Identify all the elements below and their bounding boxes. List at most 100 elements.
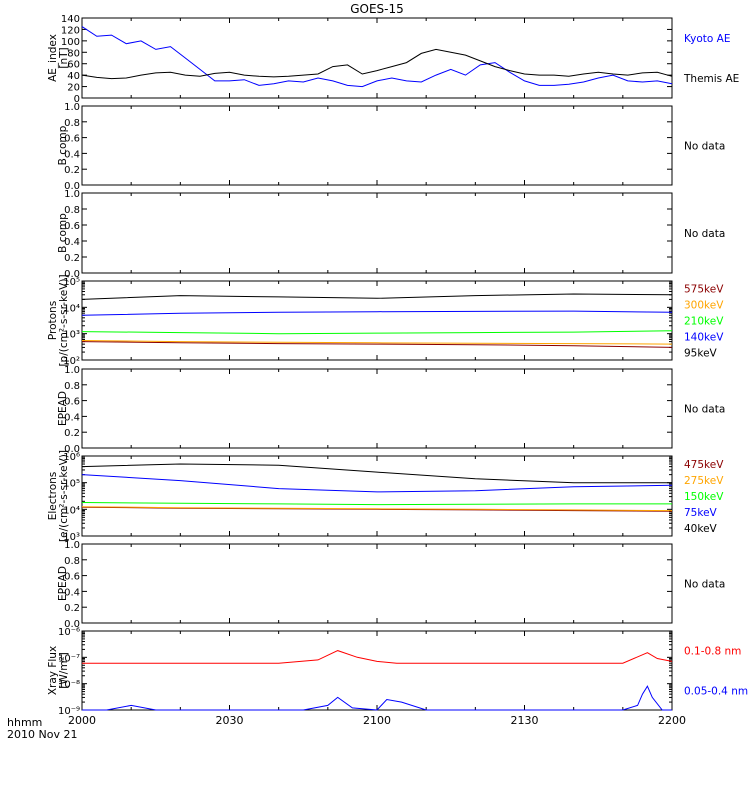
panel-bcomp1: 0.0 0.2 0.4 0.6 0.8 1.0 B comp No data bbox=[57, 102, 725, 192]
x-tick-label: 2100 bbox=[363, 714, 391, 727]
panel-status: No data bbox=[684, 228, 725, 240]
panel-bcomp2: 0.0 0.2 0.4 0.6 0.8 1.0 B comp No data bbox=[57, 189, 725, 280]
y-tick-label: 120 bbox=[61, 25, 80, 36]
y-tick-label: 1.0 bbox=[64, 540, 80, 551]
legend-entry: 575keV bbox=[684, 284, 724, 296]
y-tick-label: 80 bbox=[67, 48, 80, 59]
y-tick-label: 0.2 bbox=[64, 253, 80, 264]
legend-entry: 140keV bbox=[684, 332, 724, 344]
y-axis-label-line: Protons bbox=[47, 301, 59, 340]
y-tick-label: 0.4 bbox=[64, 412, 80, 423]
series-line-575kev bbox=[81, 341, 673, 348]
y-tick-label: 10⁴ bbox=[63, 303, 80, 314]
y-tick-label: 20 bbox=[67, 83, 80, 94]
panel-frame bbox=[81, 368, 673, 449]
y-tick-label: 0.0 bbox=[64, 444, 80, 455]
y-tick-label: 0 bbox=[74, 94, 80, 105]
series-line-75kev bbox=[81, 474, 673, 493]
y-tick-label: 0.8 bbox=[64, 556, 80, 567]
panel-status: No data bbox=[684, 404, 725, 416]
y-axis-label: Protons[p/(cm²-s-sr-keV)] bbox=[47, 274, 70, 366]
legend-entry: 0.1-0.8 nm bbox=[684, 646, 741, 658]
legend-entry: 75keV bbox=[684, 507, 718, 519]
y-tick-label: 0.0 bbox=[64, 619, 80, 630]
x-tick-label: 2200 bbox=[658, 714, 686, 727]
x-axis-label-date: 2010 Nov 21 bbox=[7, 728, 77, 741]
legend-entry: 40keV bbox=[684, 523, 718, 535]
y-tick-label: 0.0 bbox=[64, 181, 80, 192]
panel-status: No data bbox=[684, 579, 725, 591]
panel-status: No data bbox=[684, 141, 725, 153]
y-tick-label: 10⁵ bbox=[63, 277, 80, 288]
panel-epead2: 0.0 0.2 0.4 0.6 0.8 1.0 EPEAD No data bbox=[57, 540, 725, 630]
y-tick-label: 10³ bbox=[63, 330, 80, 341]
y-axis-label-line: B comp bbox=[57, 125, 69, 165]
y-axis-label: EPEAD bbox=[57, 566, 69, 601]
y-axis-label-line: Xray Flux bbox=[47, 646, 59, 695]
series-line-themis-ae bbox=[81, 48, 673, 80]
y-tick-label: 0.6 bbox=[64, 134, 80, 145]
y-axis-label-line: EPEAD bbox=[57, 566, 69, 601]
legend-entry: Kyoto AE bbox=[684, 33, 730, 45]
x-axis: 2000 2030 2100 2130 2200 bbox=[68, 714, 686, 727]
x-tick-label: 2000 bbox=[68, 714, 96, 727]
legend-entry: 275keV bbox=[684, 475, 724, 487]
y-tick-label: 0.4 bbox=[64, 587, 80, 598]
panel-frame bbox=[81, 455, 673, 537]
y-tick-label: 1.0 bbox=[64, 365, 80, 376]
y-tick-label: 0.2 bbox=[64, 428, 80, 439]
y-tick-label: 60 bbox=[67, 60, 80, 71]
y-tick-label: 40 bbox=[67, 71, 80, 82]
panel-frame bbox=[81, 280, 673, 361]
legend-entry: 95keV bbox=[684, 348, 718, 360]
y-axis-label-line: Electrons bbox=[47, 472, 59, 521]
y-tick-label: 0.8 bbox=[64, 381, 80, 392]
y-tick-label: 1.0 bbox=[64, 189, 80, 200]
y-axis-label-line: [nT] bbox=[58, 47, 70, 68]
legend-entry: 300keV bbox=[684, 300, 724, 312]
panel-frame bbox=[81, 543, 673, 624]
panel-epead1: 0.0 0.2 0.4 0.6 0.8 1.0 EPEAD No data bbox=[57, 365, 725, 455]
x-tick-label: 2030 bbox=[216, 714, 244, 727]
y-axis-label: AE_index[nT] bbox=[47, 34, 70, 82]
y-axis-label: Electrons[e/(cm²-s-sr-keV)] bbox=[47, 450, 70, 542]
panel-frame bbox=[81, 105, 673, 186]
y-tick-label: 100 bbox=[61, 37, 80, 48]
series-line-95kev bbox=[81, 293, 673, 300]
panel-frame bbox=[81, 192, 673, 274]
y-tick-label: 0.4 bbox=[64, 237, 80, 248]
y-axis-label-line: [p/(cm²-s-sr-keV)] bbox=[58, 274, 70, 366]
y-tick-label: 10⁵ bbox=[63, 479, 80, 490]
chart-title: GOES-15 bbox=[350, 2, 404, 16]
y-tick-label: 0.2 bbox=[64, 603, 80, 614]
series-line-150kev bbox=[81, 502, 672, 506]
panel-xray: 10⁻⁹ 10⁻⁸ 10⁻⁷ 10⁻⁶ Xray Flux[W/m²] 0.1-0.8 n… bbox=[47, 627, 748, 717]
y-tick-label: 10³ bbox=[63, 532, 80, 543]
y-tick-label: 0.6 bbox=[64, 572, 80, 583]
legend-entry: 475keV bbox=[684, 459, 724, 471]
y-axis-label: B comp bbox=[57, 213, 69, 253]
y-tick-label: 140 bbox=[61, 14, 80, 25]
legend-entry: Themis AE bbox=[683, 73, 739, 85]
legend-entry: 210keV bbox=[684, 316, 724, 328]
y-axis-label-line: B comp bbox=[57, 213, 69, 253]
y-axis-label-line: [W/m²] bbox=[58, 652, 70, 689]
series-line-kyoto-ae bbox=[81, 26, 673, 88]
y-tick-label: 10⁴ bbox=[63, 505, 80, 516]
y-axis-label-line: EPEAD bbox=[57, 391, 69, 426]
y-tick-label: 0.8 bbox=[64, 205, 80, 216]
legend-entry: 0.05-0.4 nm bbox=[684, 686, 748, 698]
series-line-0-1-0-8-nm bbox=[82, 650, 673, 664]
y-tick-label: 10⁻⁸ bbox=[58, 680, 80, 691]
y-tick-label: 0.0 bbox=[64, 269, 80, 280]
y-axis-label-line: AE_index bbox=[47, 34, 59, 82]
y-tick-label: 10⁻⁹ bbox=[58, 706, 80, 717]
x-axis-label-hhmm: hhmm bbox=[7, 716, 42, 729]
y-tick-label: 1.0 bbox=[64, 102, 80, 113]
y-tick-label: 0.4 bbox=[64, 149, 80, 160]
y-tick-label: 0.6 bbox=[64, 221, 80, 232]
